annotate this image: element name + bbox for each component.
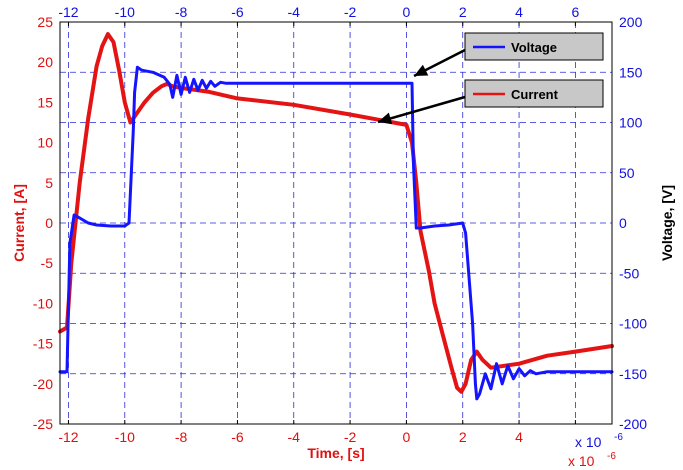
arrow-shaft — [377, 95, 466, 124]
left-y-tick-label: 15 — [37, 94, 53, 110]
left-y-tick-label: 10 — [37, 135, 53, 151]
x-multiplier-red-exp: -6 — [607, 451, 616, 462]
bottom-x-tick-label: -12 — [58, 429, 78, 445]
right-y-tick-label: 100 — [619, 115, 643, 131]
series-line-voltage — [58, 65, 614, 401]
top-x-tick-label: -6 — [231, 4, 244, 20]
left-axis-label: Current, [A] — [11, 184, 27, 262]
x-axis-label: Time, [s] — [307, 445, 364, 461]
right-y-tick-label: -100 — [619, 316, 647, 332]
left-y-tick-label: -25 — [33, 416, 53, 432]
top-x-tick-label: 2 — [459, 4, 467, 20]
right-y-tick-label: -150 — [619, 366, 647, 382]
bottom-x-tick-label: -4 — [288, 429, 301, 445]
left-y-tick-label: -5 — [41, 255, 54, 271]
x-multiplier-blue: x 10 -6 — [575, 432, 623, 450]
arrow-head — [414, 64, 429, 76]
right-y-tick-label: 150 — [619, 64, 643, 80]
bottom-x-tick-label: 2 — [459, 429, 467, 445]
right-axis-label: Voltage, [V] — [659, 185, 675, 261]
legend-arrows — [377, 48, 466, 125]
top-x-tick-label: 0 — [403, 4, 411, 20]
top-x-tick-label: -2 — [344, 4, 357, 20]
top-x-tick-label: -8 — [175, 4, 188, 20]
bottom-x-tick-label: -6 — [231, 429, 244, 445]
plot-frame — [59, 21, 613, 425]
arrow-head — [378, 112, 393, 125]
tick-labels: -12 -10-10-8-8-6-6-4-4-2-20022446-12-200-… — [33, 4, 647, 445]
top-x-tick-label: 4 — [515, 4, 523, 20]
legend-entry-current: Current — [511, 87, 559, 102]
left-y-tick-label: 25 — [37, 14, 53, 30]
x-multiplier-blue-base: x 10 — [575, 434, 602, 450]
x-multiplier-blue-exp: -6 — [614, 432, 623, 443]
right-y-tick-label: 0 — [619, 215, 627, 231]
series-line-current — [58, 32, 614, 394]
x-multiplier-red: x 10 -6 — [568, 451, 616, 469]
left-y-tick-label: -15 — [33, 336, 53, 352]
top-x-tick-label: -4 — [288, 4, 301, 20]
series-layer — [58, 32, 614, 401]
left-y-tick-label: 20 — [37, 54, 53, 70]
top-x-tick-label: -12 — [58, 4, 78, 20]
bottom-x-tick-label: -10 — [115, 429, 135, 445]
right-y-tick-label: -50 — [619, 265, 639, 281]
legend: Voltage Current — [464, 32, 604, 108]
right-y-tick-label: -200 — [619, 416, 647, 432]
left-y-tick-label: 0 — [45, 215, 53, 231]
bottom-x-tick-label: -8 — [175, 429, 188, 445]
left-y-tick-label: -20 — [33, 376, 53, 392]
bottom-x-tick-label: -2 — [344, 429, 357, 445]
top-x-tick-label: 6 — [571, 4, 579, 20]
right-y-tick-label: 200 — [619, 14, 643, 30]
right-y-tick-label: 50 — [619, 165, 635, 181]
left-y-tick-label: -10 — [33, 295, 53, 311]
bottom-x-tick-label: 4 — [515, 429, 523, 445]
top-x-tick-label: -10 — [115, 4, 135, 20]
left-y-tick-label: 5 — [45, 175, 53, 191]
x-multiplier-red-base: x 10 — [568, 453, 595, 469]
bottom-x-tick-label: 0 — [403, 429, 411, 445]
legend-entry-voltage: Voltage — [511, 40, 557, 55]
